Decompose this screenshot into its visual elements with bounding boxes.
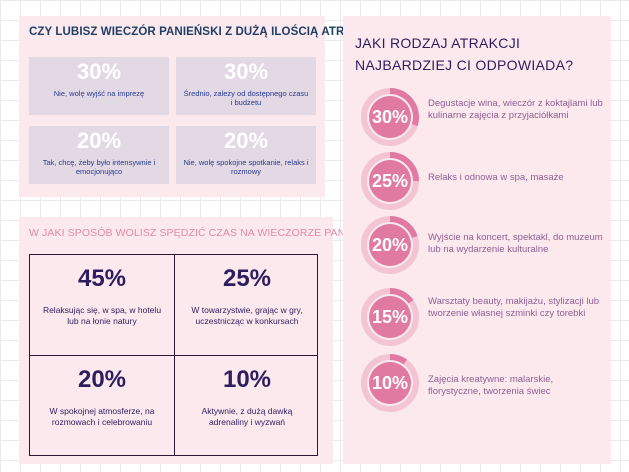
answer-text: Nie, wolę wyjść na imprezę (53, 89, 145, 98)
answer-text: W spokojnej atmosferze, na rozmowach i c… (49, 406, 155, 427)
attraction-text: Warsztaty beauty, makijażu, stylizacji l… (428, 296, 600, 319)
answer-percent: 30% (76, 59, 122, 84)
answer-percent: 25% (222, 265, 272, 292)
attractions-preference-panel: CZY LUBISZ WIECZÓR PANIEŃSKI Z DUŻĄ ILOŚ… (19, 16, 387, 197)
panel-title: JAKI RODZAJ ATRAKCJI NAJBARDZIEJ CI ODPO… (355, 35, 574, 73)
answer-card: 30% Nie, wolę wyjść na imprezę (29, 57, 169, 115)
answer-percent: 10% (222, 366, 272, 393)
attraction-item: 15% Warsztaty beauty, makijażu, stylizac… (361, 288, 611, 348)
ring-progress-arc (389, 354, 408, 365)
attraction-type-panel: JAKI RODZAJ ATRAKCJI NAJBARDZIEJ CI ODPO… (343, 16, 611, 464)
answer-text: W towarzystwie, grając w gry, uczestnicz… (191, 305, 303, 326)
attraction-item: 25% Relaks i odnowa w spa, masaże (361, 152, 611, 212)
progress-ring (361, 354, 419, 412)
attraction-item: 30% Degustacje wina, wieczór z koktajlam… (361, 88, 611, 148)
progress-ring (361, 288, 419, 346)
answer-card: 20% Nie, wolę spokojne spotkanie, relaks… (176, 126, 316, 184)
answer-text: Nie, wolę spokojne spotkanie, relaks i r… (183, 158, 309, 176)
ring-progress-arc (389, 216, 418, 239)
ring-center (369, 160, 411, 202)
panel-title: CZY LUBISZ WIECZÓR PANIEŃSKI Z DUŻĄ ILOŚ… (29, 26, 387, 38)
answer-percent: 20% (223, 128, 269, 153)
attraction-text: Relaks i odnowa w spa, masaże (428, 172, 564, 183)
grid-divider (30, 355, 317, 356)
answer-percent: 45% (77, 265, 127, 292)
answer-text: Średnio, zależy od dostępnego czasu i bu… (183, 89, 309, 107)
attraction-item: 20% Wyjście na koncert, spektakl, do muz… (361, 216, 611, 276)
ring-progress-arc (389, 152, 419, 182)
answer-grid: 45% Relaksując się, w spa, w hotelu lub … (29, 254, 318, 456)
progress-ring (361, 152, 419, 210)
ring-percent: 10% (371, 373, 409, 393)
attraction-text: Degustacje wina, wieczór z koktajlami lu… (428, 98, 603, 121)
answer-text: Aktywnie, z dużą dawką adrenaliny i wyzw… (201, 406, 293, 427)
ring-progress-arc (389, 88, 419, 126)
answer-percent: 20% (76, 128, 122, 153)
panel-title: W JAKI SPOSÓB WOLISZ SPĘDZIĆ CZAS NA WIE… (29, 227, 396, 239)
answer-percent: 20% (77, 366, 127, 393)
attraction-item: 10% Zajęcia kreatywne: malarskie, florys… (361, 354, 611, 414)
answer-cell: 45% Relaksując się, w spa, w hotelu lub … (30, 255, 174, 355)
answer-text: Relaksując się, w spa, w hotelu lub na ł… (42, 305, 162, 326)
time-spending-panel: W JAKI SPOSÓB WOLISZ SPĘDZIĆ CZAS NA WIE… (19, 217, 396, 464)
ring-center (369, 224, 411, 266)
ring-percent: 20% (371, 235, 409, 255)
answer-text: Tak, chcę, żeby było intensywnie i emocj… (42, 158, 156, 176)
ring-center (369, 362, 411, 404)
ring-center (369, 296, 411, 338)
ring-percent: 15% (371, 307, 409, 327)
attraction-text: Zajęcia kreatywne: malarskie, florystycz… (428, 374, 554, 397)
attraction-text: Wyjście na koncert, spektakl, do muzeum … (428, 232, 603, 255)
ring-center (369, 96, 411, 138)
answer-cell: 25% W towarzystwie, grając w gry, uczest… (175, 255, 319, 355)
ring-percent: 25% (371, 171, 409, 191)
answer-card: 30% Średnio, zależy od dostępnego czasu … (176, 57, 316, 115)
progress-ring (361, 88, 419, 146)
ring-percent: 30% (371, 107, 409, 127)
answer-card: 20% Tak, chcę, żeby było intensywnie i e… (29, 126, 169, 184)
progress-ring (361, 216, 419, 274)
answer-percent: 30% (223, 59, 269, 84)
ring-progress-arc (389, 288, 414, 304)
answer-cell: 20% W spokojnej atmosferze, na rozmowach… (30, 356, 174, 456)
answer-cell: 10% Aktywnie, z dużą dawką adrenaliny i … (175, 356, 319, 456)
